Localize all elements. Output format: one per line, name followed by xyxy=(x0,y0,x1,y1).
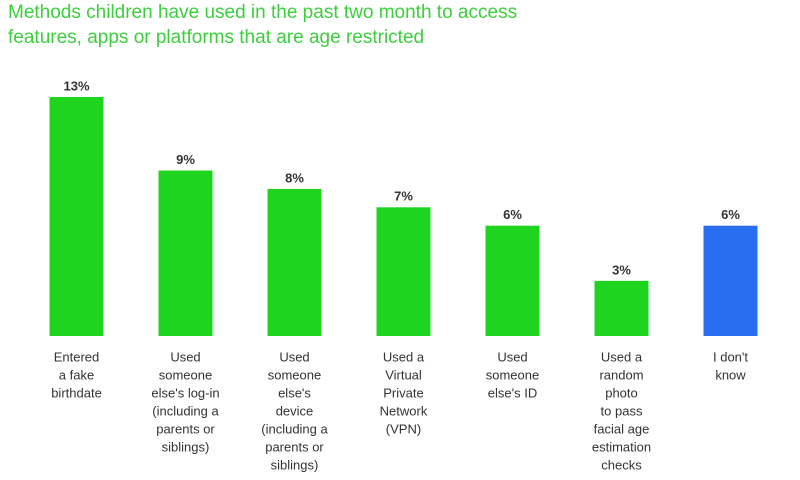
x-tick-label: siblings) xyxy=(271,457,319,472)
x-tick-label: Used xyxy=(279,349,309,364)
x-tick-label: photo xyxy=(605,385,638,400)
x-tick-label: Used xyxy=(170,349,200,364)
x-tick-label: Private xyxy=(383,385,423,400)
x-tick-label: Entered xyxy=(54,349,100,364)
bar xyxy=(376,207,431,336)
x-tick-label: Used xyxy=(497,349,527,364)
x-tick-label: random xyxy=(599,367,643,382)
x-tick-label: else's ID xyxy=(488,385,537,400)
x-tick-label: Used a xyxy=(601,349,643,364)
x-tick-label: checks xyxy=(601,457,642,472)
x-tick-label: parents or xyxy=(156,421,215,436)
x-tick-label: know xyxy=(715,367,746,382)
x-tick-label: (including a xyxy=(261,421,328,436)
chart-title: Methods children have used in the past t… xyxy=(8,2,517,23)
value-label: 8% xyxy=(285,170,304,185)
value-label: 3% xyxy=(612,262,631,277)
value-label: 6% xyxy=(721,207,740,222)
x-tick-label: siblings) xyxy=(162,439,210,454)
chart-title: features, apps or platforms that are age… xyxy=(8,27,424,48)
x-tick-label: else's xyxy=(278,385,311,400)
x-tick-label: to pass xyxy=(601,403,643,418)
value-label: 9% xyxy=(176,152,195,167)
x-tick-label: device xyxy=(276,403,314,418)
bar xyxy=(594,280,649,336)
bar xyxy=(49,97,104,336)
x-tick-label: parents or xyxy=(265,439,324,454)
x-tick-label: (including a xyxy=(152,403,219,418)
x-tick-label: someone xyxy=(159,367,212,382)
x-tick-label: (VPN) xyxy=(386,421,421,436)
value-label: 6% xyxy=(503,207,522,222)
x-tick-label: else's log-in xyxy=(151,385,219,400)
x-tick-label: Used a xyxy=(383,349,425,364)
bar xyxy=(485,225,540,336)
x-tick-label: Network xyxy=(380,403,428,418)
x-tick-label: Virtual xyxy=(385,367,422,382)
value-label: 13% xyxy=(63,78,89,93)
x-tick-label: someone xyxy=(486,367,539,382)
x-tick-label: someone xyxy=(268,367,321,382)
bar xyxy=(158,170,213,336)
x-tick-label: facial age xyxy=(594,421,650,436)
x-tick-label: I don't xyxy=(713,349,748,364)
bar xyxy=(703,225,758,336)
x-tick-label: birthdate xyxy=(51,385,102,400)
bar xyxy=(267,188,322,336)
x-tick-label: estimation xyxy=(592,439,651,454)
x-tick-label: a fake xyxy=(59,367,94,382)
value-label: 7% xyxy=(394,189,413,204)
